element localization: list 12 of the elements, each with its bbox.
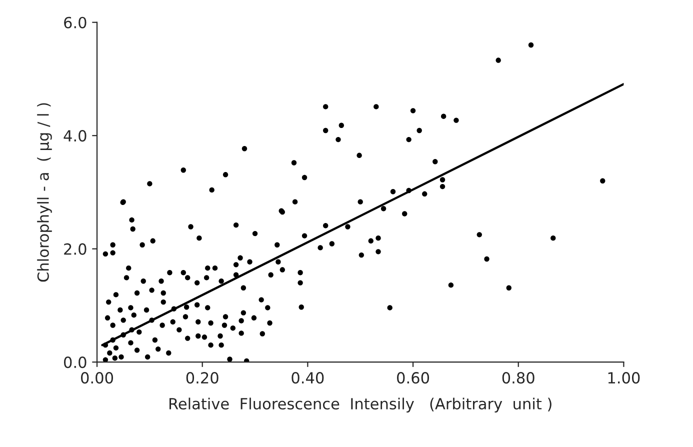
x-tick-label: 0.00 bbox=[81, 372, 114, 384]
y-axis-title: Chlorophyll - a ( μg / l ) bbox=[37, 103, 52, 282]
x-tick-label: 0.20 bbox=[186, 372, 218, 384]
x-tick-label: 0.80 bbox=[502, 372, 534, 384]
y-tick-label: 2.0 bbox=[64, 243, 86, 255]
y-tick-label: 4.0 bbox=[64, 130, 86, 142]
x-tick-label: 0.60 bbox=[397, 372, 430, 384]
y-tick-label: 0.0 bbox=[64, 356, 86, 368]
y-tick-label: 6.0 bbox=[64, 16, 86, 28]
x-tick-label: 1.00 bbox=[608, 372, 640, 384]
x-axis-title: Relative Fluorescence Intensily (Arbitrary unit ) bbox=[170, 398, 552, 412]
x-tick-label: 0.40 bbox=[292, 372, 324, 384]
